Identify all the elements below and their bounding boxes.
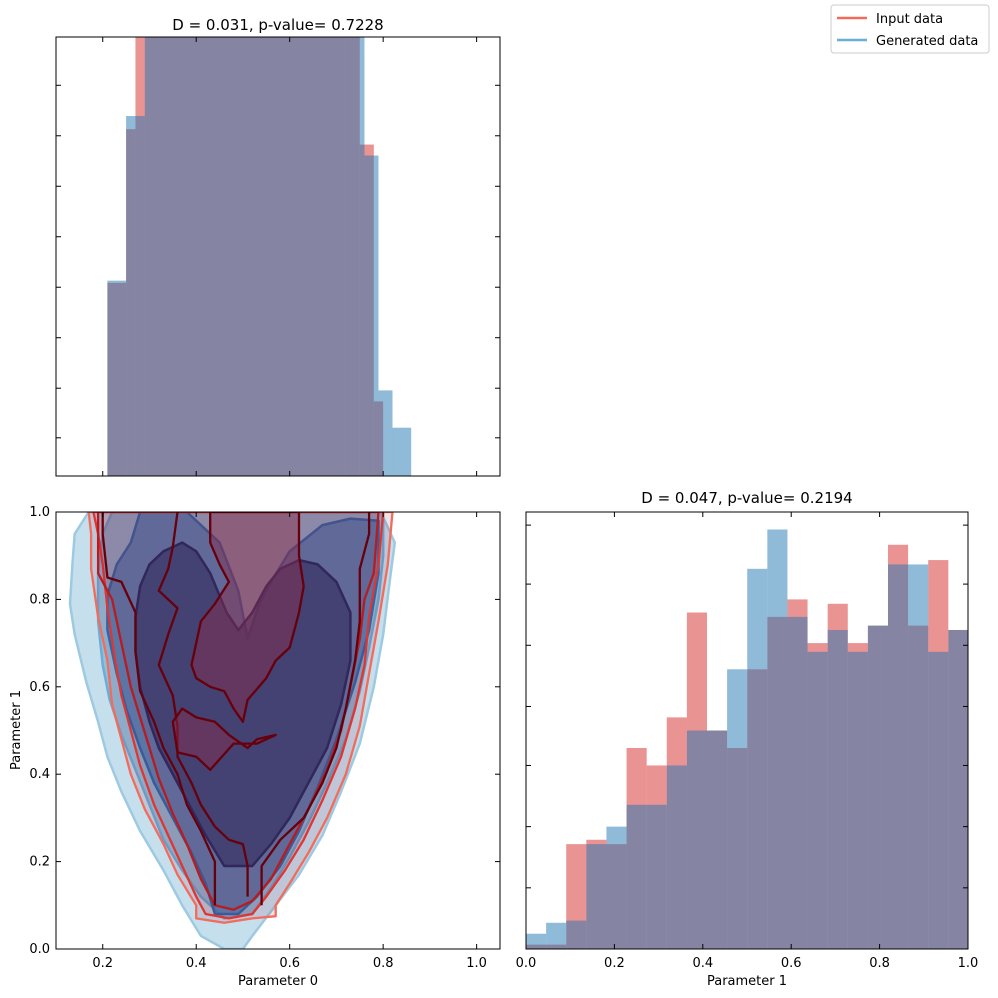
legend: Input data Generated data: [830, 4, 990, 54]
hist-bar-generated: [107, 280, 127, 476]
hist-bar-generated: [546, 922, 567, 949]
legend-label-generated: Generated data: [876, 34, 978, 49]
contour-input-level-4: [101, 512, 217, 906]
hist-bar-generated: [727, 669, 748, 949]
contour-input-level-6: [260, 512, 371, 906]
hist-bar-generated: [928, 651, 949, 949]
hist-bar-generated: [767, 529, 788, 949]
contour-input-level-3: [96, 512, 380, 911]
hist-bar-generated: [908, 564, 929, 949]
axes-frame: [55, 511, 501, 950]
contour-input-fill-3: [98, 512, 379, 910]
contour-input-fill-inner: [172, 708, 276, 770]
x-tick-label: 0.8: [869, 956, 890, 971]
contour-input-fill-inner: [191, 512, 304, 722]
hist-bar-generated: [586, 844, 607, 949]
panel-title: D = 0.047, p-value= 0.2194: [641, 489, 852, 507]
y-axis-label: Parameter 1: [9, 690, 24, 770]
hist-bar-generated: [144, 37, 365, 476]
hist-bar-generated: [827, 629, 848, 949]
hist-bar-generated: [378, 390, 393, 476]
y-tick-label: 0.4: [29, 767, 50, 782]
x-axis-label: Parameter 1: [707, 974, 787, 989]
contour-input-level-2: [92, 512, 385, 920]
hist-bar-generated: [948, 629, 968, 949]
x-tick-label: 1.0: [958, 956, 979, 971]
contour-input-level-5: [157, 512, 249, 897]
x-tick-label: 0.4: [692, 956, 713, 971]
y-tick-label: 1.0: [29, 505, 50, 520]
panel-param1-hist: 0.0 0.2 0.4 0.6 0.8 1.0 D = 0.047, p-value= 0…: [516, 489, 979, 989]
axes-frame: [55, 36, 501, 477]
hist-bar-generated: [526, 933, 547, 949]
contour-input-level-1: [87, 512, 394, 924]
panel-contour: 0.2 0.4 0.6 0.8 1.0 0.0 0.2 0.4 0.6 0.8 1.0 Parame…: [9, 505, 501, 989]
x-tick-label: 0.6: [781, 956, 802, 971]
hist-bar-generated: [626, 804, 647, 949]
y-tick-label: 0.0: [29, 942, 50, 957]
x-tick-label: 1.0: [466, 956, 487, 971]
hist-bar-generated: [686, 730, 707, 949]
axes-frame: [525, 511, 969, 950]
y-tick-label: 0.6: [29, 680, 50, 695]
x-axis-label: Parameter 0: [238, 974, 318, 989]
x-tick-label: 0.4: [186, 956, 207, 971]
x-tick-label: 0.6: [279, 956, 300, 971]
panel-param0-hist: D = 0.031, p-value= 0.7228: [55, 16, 501, 477]
x-tick-label: 0.2: [604, 956, 625, 971]
legend-label-input: Input data: [876, 12, 943, 27]
y-tick-label: 0.8: [29, 592, 50, 607]
hist-bar-generated: [646, 804, 667, 949]
legend-box: [830, 4, 990, 54]
hist-bar-generated: [606, 826, 627, 949]
hist-bar-generated: [747, 568, 768, 949]
hist-bar-generated: [807, 651, 828, 949]
contour-input-level-7: [190, 512, 305, 723]
hist-bar-generated: [787, 616, 808, 949]
hist-bar-generated: [392, 427, 412, 476]
hist-bar-generated: [566, 920, 587, 949]
contour-input-level-8: [171, 707, 277, 771]
x-tick-label: 0.2: [92, 956, 113, 971]
y-tick-label: 0.2: [29, 855, 50, 870]
hist-bar-generated: [666, 765, 687, 949]
hist-bar-generated: [867, 625, 888, 949]
hist-bar-generated: [847, 651, 868, 949]
hist-bar-generated: [364, 155, 379, 476]
x-tick-label: 0.0: [516, 956, 537, 971]
x-tick-label: 0.8: [373, 956, 394, 971]
panel-title: D = 0.031, p-value= 0.7228: [172, 16, 383, 34]
hist-bar-generated: [706, 730, 728, 949]
hist-bar-generated: [126, 116, 145, 476]
hist-bar-generated: [887, 564, 909, 949]
